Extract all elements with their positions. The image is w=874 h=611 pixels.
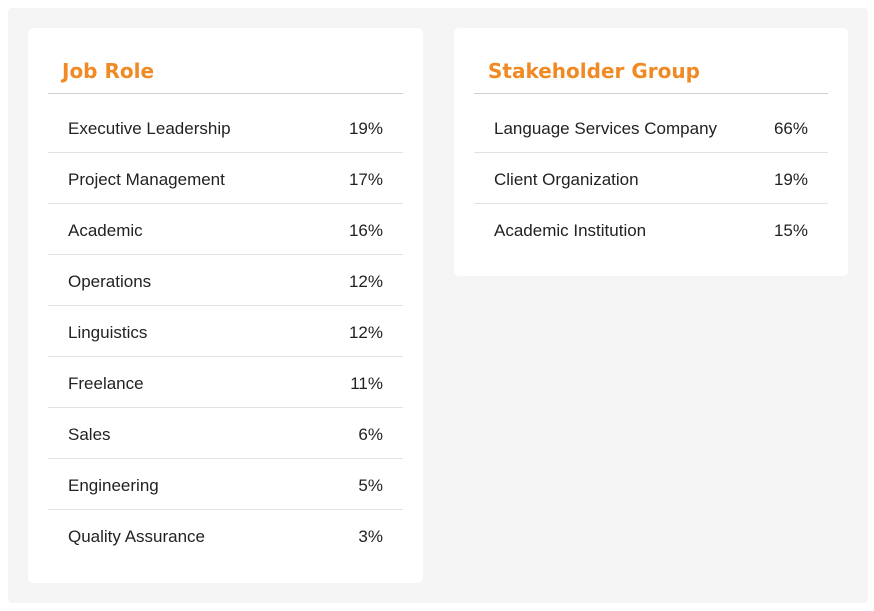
stakeholder-group-list: Language Services Company 66% Client Org… xyxy=(474,102,828,255)
row-value: 12% xyxy=(348,272,383,291)
row-label: Freelance xyxy=(68,374,144,393)
row-label: Project Management xyxy=(68,170,225,189)
list-item: Language Services Company 66% xyxy=(474,102,828,153)
stakeholder-group-divider xyxy=(474,93,828,94)
job-role-card: Job Role Executive Leadership 19% Projec… xyxy=(28,28,423,583)
list-item: Client Organization 19% xyxy=(474,153,828,204)
page-background: Job Role Executive Leadership 19% Projec… xyxy=(8,8,868,603)
list-item: Academic Institution 15% xyxy=(474,204,828,255)
row-value: 19% xyxy=(348,119,383,138)
row-label: Academic xyxy=(68,221,143,240)
row-value: 6% xyxy=(358,425,383,444)
row-value: 66% xyxy=(773,119,808,138)
job-role-title: Job Role xyxy=(62,59,155,83)
stakeholder-group-title: Stakeholder Group xyxy=(488,59,700,83)
row-value: 5% xyxy=(358,476,383,495)
row-value: 19% xyxy=(773,170,808,189)
row-label: Linguistics xyxy=(68,323,148,342)
row-value: 16% xyxy=(348,221,383,240)
stakeholder-group-card: Stakeholder Group Language Services Comp… xyxy=(454,28,848,276)
list-item: Freelance 11% xyxy=(48,357,403,408)
row-value: 12% xyxy=(348,323,383,342)
list-item: Operations 12% xyxy=(48,255,403,306)
list-item: Sales 6% xyxy=(48,408,403,459)
row-value: 11% xyxy=(350,374,383,393)
row-value: 15% xyxy=(773,221,808,240)
list-item: Linguistics 12% xyxy=(48,306,403,357)
list-item: Academic 16% xyxy=(48,204,403,255)
list-item: Executive Leadership 19% xyxy=(48,102,403,153)
job-role-list: Executive Leadership 19% Project Managem… xyxy=(48,102,403,561)
row-label: Executive Leadership xyxy=(68,119,231,138)
list-item: Quality Assurance 3% xyxy=(48,510,403,561)
row-label: Engineering xyxy=(68,476,159,495)
list-item: Project Management 17% xyxy=(48,153,403,204)
row-label: Client Organization xyxy=(494,170,639,189)
job-role-divider xyxy=(48,93,403,94)
row-label: Operations xyxy=(68,272,152,291)
list-item: Engineering 5% xyxy=(48,459,403,510)
row-label: Quality Assurance xyxy=(68,527,206,546)
row-label: Sales xyxy=(68,425,111,444)
row-value: 3% xyxy=(358,527,383,546)
row-label: Academic Institution xyxy=(494,221,647,240)
row-value: 17% xyxy=(348,170,383,189)
row-label: Language Services Company xyxy=(494,119,718,138)
